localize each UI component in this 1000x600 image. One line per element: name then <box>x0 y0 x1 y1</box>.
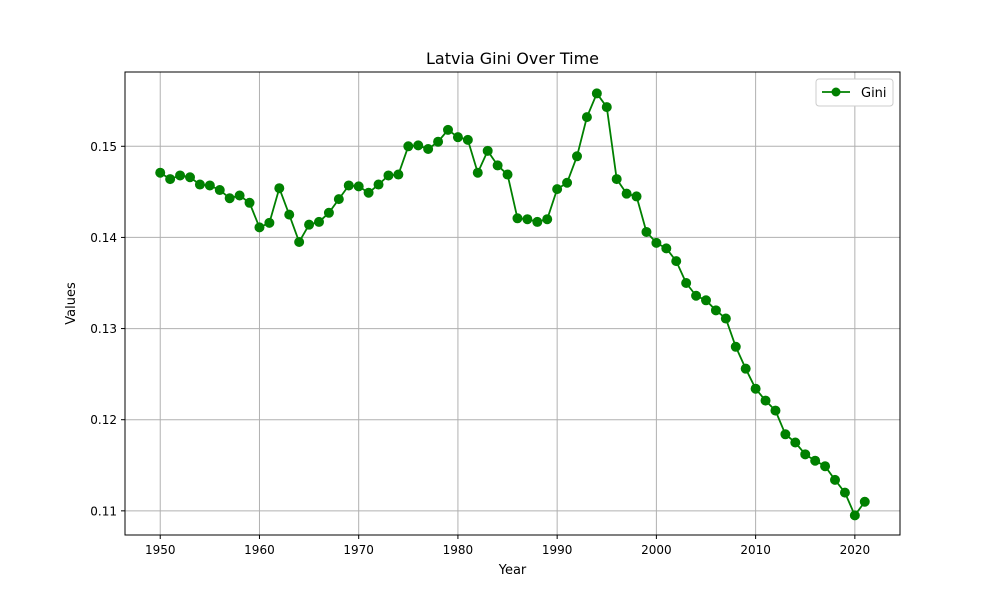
x-tick-label: 1970 <box>343 543 374 557</box>
plot-area-background <box>125 72 900 535</box>
data-point <box>740 363 751 374</box>
data-point <box>314 216 324 227</box>
data-point <box>631 191 642 202</box>
data-point <box>383 170 394 181</box>
data-point <box>224 193 235 204</box>
data-point <box>611 174 622 185</box>
x-tick-label: 2000 <box>641 543 672 557</box>
data-point <box>423 144 434 155</box>
data-point <box>244 197 255 208</box>
x-tick-label: 1960 <box>244 543 275 557</box>
data-point <box>452 132 463 143</box>
data-point <box>770 405 781 416</box>
data-point <box>502 169 513 180</box>
data-point <box>304 219 315 230</box>
data-point <box>284 209 295 220</box>
data-point <box>671 256 682 267</box>
y-tick-label: 0.12 <box>90 413 117 427</box>
data-point <box>204 180 215 191</box>
data-point <box>839 487 850 498</box>
data-point <box>254 222 265 233</box>
data-point <box>720 313 731 324</box>
data-point <box>393 169 404 180</box>
data-point <box>800 449 811 460</box>
data-point <box>512 213 523 224</box>
data-point <box>820 461 831 472</box>
y-axis-label: Values <box>64 282 79 325</box>
data-point <box>790 437 801 448</box>
axis-ticks: 1950 1960 1970 1980 1990 2000 2010 2020 0.11 0.12… <box>90 140 870 557</box>
x-tick-label: 1990 <box>542 543 573 557</box>
data-point <box>234 190 245 201</box>
data-point <box>443 124 453 135</box>
data-point <box>264 217 275 228</box>
data-point <box>403 141 414 152</box>
data-point <box>492 160 503 171</box>
legend-box <box>815 78 894 107</box>
data-point <box>849 510 860 521</box>
data-point <box>710 305 721 316</box>
y-tick-label: 0.14 <box>90 231 117 245</box>
data-point <box>373 179 384 190</box>
y-tick-label: 0.13 <box>90 322 117 336</box>
data-point <box>194 179 205 190</box>
data-point <box>572 151 582 162</box>
data-point <box>641 226 652 237</box>
data-point <box>651 237 662 248</box>
data-point <box>859 496 870 507</box>
x-tick-label: 2010 <box>740 543 771 557</box>
series-layer <box>155 88 870 521</box>
x-axis-label: Year <box>498 563 527 578</box>
data-point <box>214 185 225 196</box>
data-point <box>760 395 771 406</box>
data-point <box>433 136 444 147</box>
data-point <box>482 145 493 156</box>
data-point <box>294 236 305 247</box>
chart-title: Latvia Gini Over Time <box>426 49 599 68</box>
data-point <box>621 188 632 199</box>
data-point <box>780 429 791 440</box>
legend-marker-icon <box>831 87 841 97</box>
data-point <box>562 177 573 188</box>
y-tick-label: 0.15 <box>90 140 117 154</box>
data-point <box>661 243 672 254</box>
data-point <box>601 102 612 113</box>
data-point <box>581 112 592 123</box>
data-point <box>552 184 563 195</box>
x-tick-label: 1950 <box>145 543 176 557</box>
data-point <box>691 290 702 301</box>
data-point <box>165 174 176 185</box>
data-point <box>750 383 761 394</box>
y-tick-label: 0.11 <box>90 504 117 518</box>
data-point <box>155 167 166 178</box>
data-point <box>363 187 374 198</box>
data-point <box>472 167 483 178</box>
x-tick-label: 2020 <box>840 543 871 557</box>
plot-frame <box>124 71 901 536</box>
data-point <box>701 295 711 306</box>
data-point <box>830 474 840 485</box>
data-point <box>333 194 344 205</box>
data-point <box>681 277 692 288</box>
data-point <box>343 180 354 191</box>
data-point <box>522 214 533 225</box>
data-point <box>810 455 821 466</box>
grid <box>125 72 900 535</box>
data-point <box>353 181 364 192</box>
legend: Gini <box>815 78 894 107</box>
data-point <box>462 134 473 145</box>
data-point <box>532 216 543 227</box>
legend-label: Gini <box>861 86 887 101</box>
data-point <box>175 170 186 181</box>
data-point <box>274 183 285 194</box>
data-point <box>730 341 741 352</box>
data-point <box>591 88 602 99</box>
data-point <box>542 214 553 225</box>
data-point <box>185 172 195 183</box>
data-point <box>413 140 424 151</box>
data-point <box>323 207 334 218</box>
x-tick-label: 1980 <box>443 543 474 557</box>
